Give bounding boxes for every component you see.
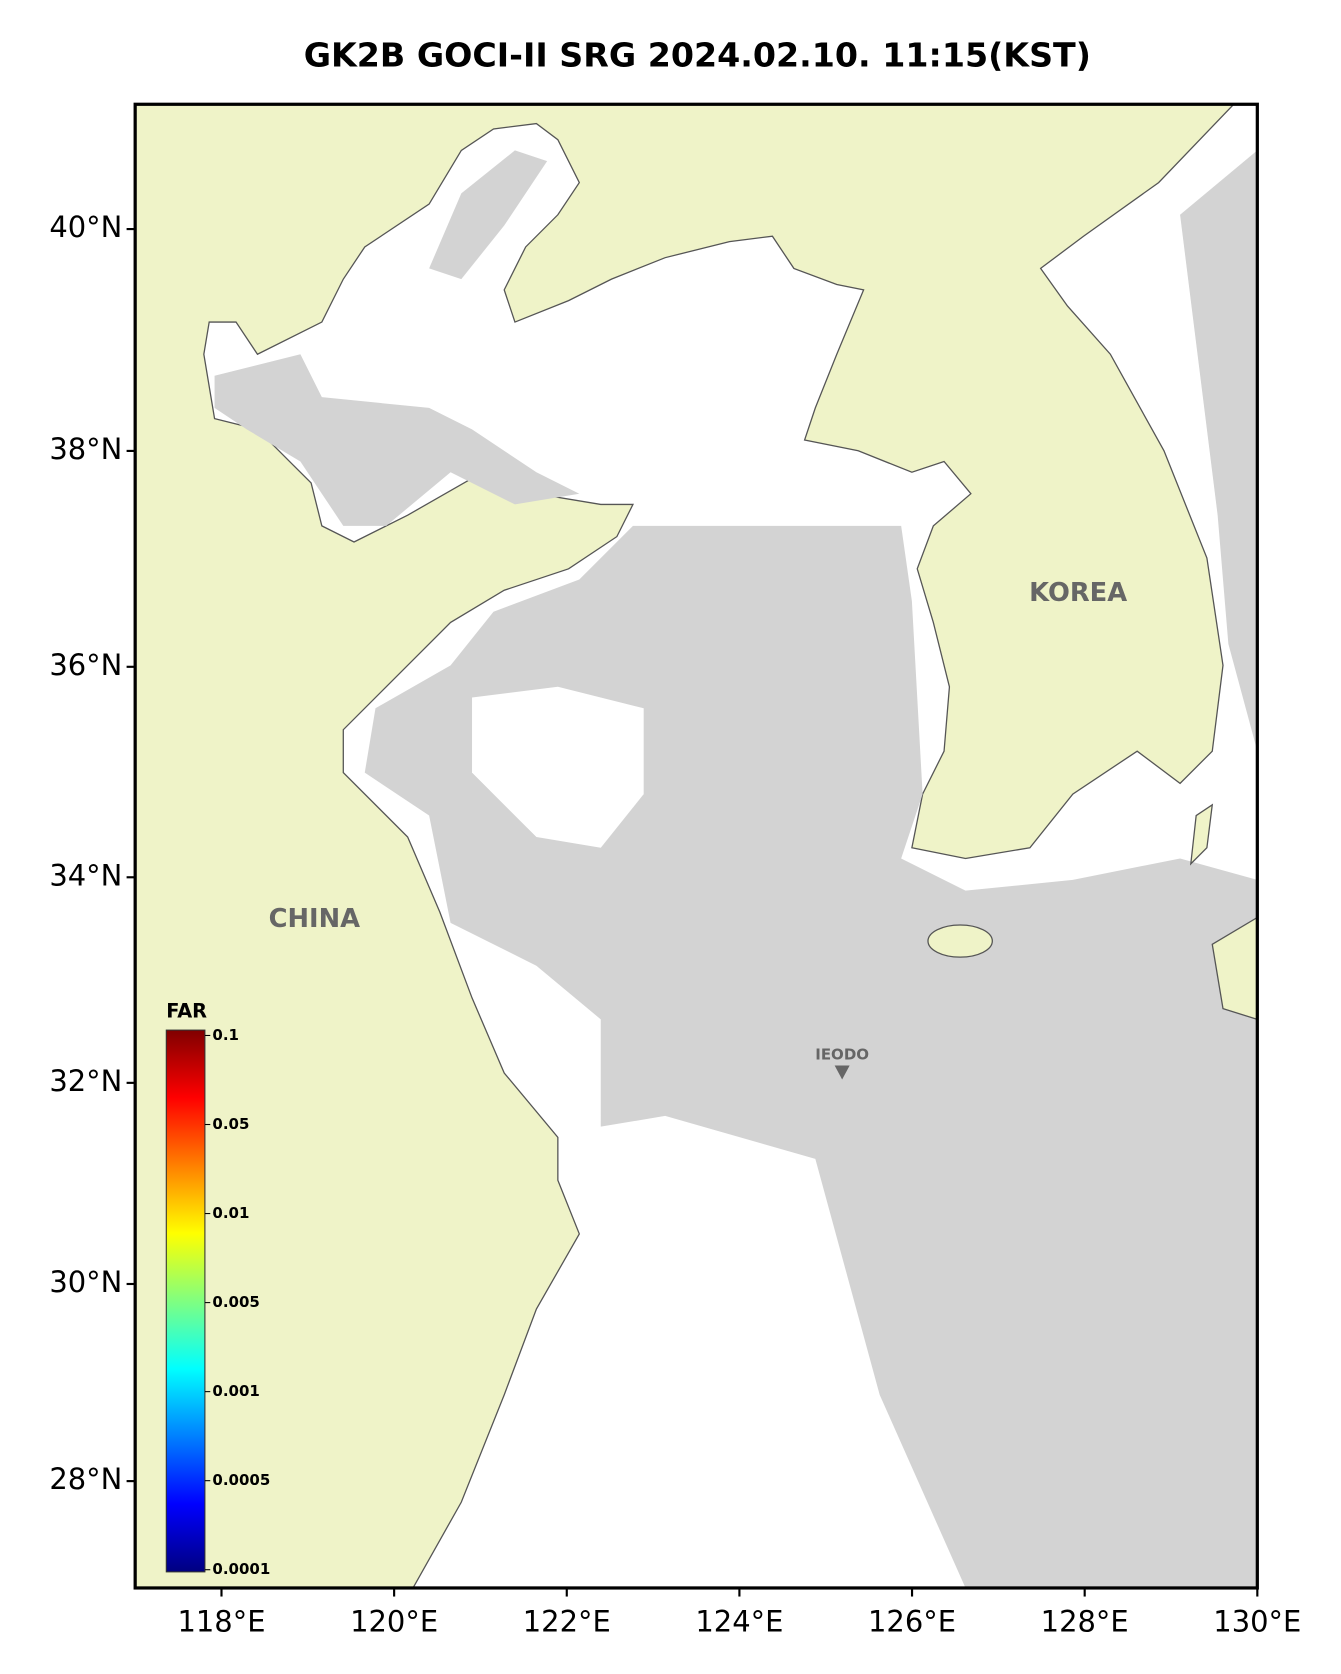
jeju-island bbox=[927, 924, 993, 958]
title: GK2B GOCI-II SRG 2024.02.10. 11:15(KST) bbox=[304, 36, 1091, 75]
colorbar-tick-label: 0.0001 bbox=[212, 1560, 270, 1578]
ieodo-label: IEODO bbox=[815, 1045, 869, 1063]
china-label: CHINA bbox=[269, 904, 361, 934]
y-tick-label: 38°N bbox=[49, 432, 122, 466]
x-tick-label: 120°E bbox=[350, 1604, 438, 1638]
colorbar-title: FAR bbox=[166, 999, 207, 1022]
colorbar-tick-label: 0.0005 bbox=[212, 1471, 270, 1489]
y-tick-label: 40°N bbox=[49, 210, 122, 244]
x-tick-label: 118°E bbox=[177, 1604, 265, 1638]
x-tick-label: 124°E bbox=[695, 1604, 783, 1638]
colorbar-tick-label: 0.001 bbox=[212, 1382, 259, 1400]
colorbar-tick-label: 0.1 bbox=[212, 1026, 239, 1044]
korea-label: KOREA bbox=[1029, 578, 1127, 608]
tsushima bbox=[1189, 803, 1214, 866]
x-tick-label: 128°E bbox=[1041, 1604, 1129, 1638]
x-tick-label: 122°E bbox=[523, 1604, 611, 1638]
colorbar bbox=[165, 1029, 206, 1573]
clear-patch bbox=[472, 686, 644, 848]
cloud bbox=[214, 354, 580, 526]
map-frame bbox=[133, 102, 1259, 1590]
colorbar-tick-label: 0.005 bbox=[212, 1293, 259, 1311]
x-tick-label: 130°E bbox=[1213, 1604, 1301, 1638]
y-tick-label: 34°N bbox=[49, 858, 122, 892]
map-area: CHINA KOREA IEODO bbox=[135, 103, 1258, 1589]
x-tick-label: 126°E bbox=[868, 1604, 956, 1638]
y-tick-label: 28°N bbox=[49, 1462, 122, 1496]
ieodo-marker bbox=[834, 1065, 850, 1080]
colorbar-tick-label: 0.01 bbox=[212, 1204, 249, 1222]
cloud bbox=[429, 150, 548, 280]
y-tick-label: 30°N bbox=[49, 1265, 122, 1299]
colorbar-tick-label: 0.05 bbox=[212, 1115, 249, 1133]
cloud bbox=[1180, 150, 1258, 752]
y-tick-label: 32°N bbox=[49, 1064, 122, 1098]
y-tick-label: 36°N bbox=[49, 648, 122, 682]
